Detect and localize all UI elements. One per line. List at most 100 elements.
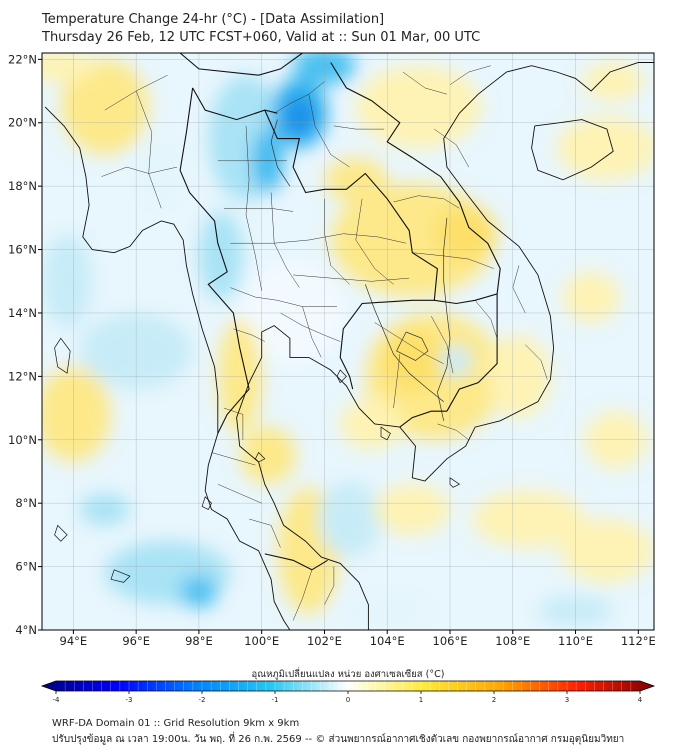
- lat-tick-label: 22°N: [8, 52, 37, 66]
- lon-tick-label: 110°E: [558, 634, 593, 648]
- province-boundary: [512, 265, 526, 314]
- province-boundary: [217, 483, 262, 504]
- country-border: [330, 62, 501, 305]
- province-boundary: [224, 208, 294, 212]
- field-patch: [581, 62, 645, 101]
- province-boundary: [245, 125, 262, 291]
- island-outline: [29, 392, 39, 421]
- map-frame: [41, 52, 655, 631]
- province-boundary: [437, 423, 469, 440]
- field-patch: [136, 132, 187, 209]
- coastline: [236, 62, 654, 630]
- lon-tick-label: 98°E: [185, 634, 213, 648]
- province-boundary: [324, 198, 350, 285]
- province-boundary: [249, 518, 281, 548]
- colorbar-ticks: -4 -3 -2 -1 0 1 2 3 4: [53, 681, 643, 704]
- footer-update-info: ปรับปรุงข้อมูล ณ เวลา 19:00น. วัน พฤ. ที…: [52, 734, 625, 745]
- lat-tick-label: 18°N: [8, 179, 37, 193]
- colorbar-tick-label: 1: [419, 696, 423, 704]
- field-patch: [198, 211, 243, 301]
- province-boundary: [525, 344, 548, 380]
- field-patch: [42, 233, 93, 329]
- country-border: [179, 53, 303, 76]
- island-outline: [54, 524, 68, 542]
- lat-tick-label: 6°N: [15, 560, 37, 574]
- coastline: [531, 119, 614, 181]
- country-border: [446, 293, 498, 412]
- lon-tick-label: 96°E: [122, 634, 150, 648]
- river-line: [437, 217, 451, 421]
- country-border: [192, 87, 278, 121]
- province-boundary: [393, 354, 401, 409]
- province-boundary: [324, 566, 335, 605]
- country-border: [264, 109, 438, 390]
- province-boundary: [333, 125, 385, 130]
- field-patch: [355, 65, 482, 149]
- field-patch: [239, 427, 297, 485]
- field-patch: [324, 157, 388, 203]
- province-boundary: [135, 90, 162, 209]
- field-patch: [283, 97, 316, 136]
- province-boundary: [101, 166, 178, 177]
- province-boundary: [434, 128, 470, 168]
- province-boundary: [274, 81, 325, 114]
- island-outline: [336, 369, 347, 384]
- field-patch: [562, 271, 620, 323]
- province-boundary: [374, 322, 444, 364]
- colorbar-tick-label: 2: [492, 696, 496, 704]
- lon-tick-label: 94°E: [60, 634, 88, 648]
- chart-subtitle: Thursday 26 Feb, 12 UTC FCST+060, Valid …: [42, 30, 481, 45]
- province-boundary: [474, 300, 498, 339]
- lat-tick-label: 14°N: [8, 306, 37, 320]
- colorbar: -4 -3 -2 -1 0 1 2 3 4: [40, 680, 656, 704]
- province-boundary: [280, 312, 341, 342]
- province-boundary: [412, 252, 494, 269]
- field-patch: [380, 328, 444, 393]
- field-patch: [559, 519, 654, 583]
- lon-tick-label: 102°E: [307, 634, 342, 648]
- province-boundary: [211, 452, 256, 466]
- lat-tick-label: 8°N: [15, 496, 37, 510]
- island-outline: [254, 451, 266, 463]
- lat-tick-label: 16°N: [8, 243, 37, 257]
- lat-tick-label: 12°N: [8, 369, 37, 383]
- island-outline: [201, 496, 212, 510]
- river-line: [396, 331, 429, 361]
- island-outline: [449, 477, 461, 488]
- field-patch: [471, 490, 585, 548]
- field-patch: [318, 480, 381, 558]
- country-border: [399, 410, 447, 428]
- province-boundary: [430, 315, 454, 374]
- river-line: [364, 284, 444, 402]
- province-boundary: [393, 195, 460, 209]
- province-boundary: [308, 94, 350, 168]
- province-boundary: [233, 328, 265, 342]
- province-boundary: [270, 192, 300, 288]
- map-geography: [29, 53, 654, 630]
- field-patch: [79, 493, 130, 526]
- island-outline: [54, 337, 71, 374]
- field-patch: [556, 116, 654, 180]
- province-boundary: [293, 274, 410, 282]
- colorbar-tick-label: -4: [53, 696, 61, 704]
- colorbar-tick-label: 4: [638, 696, 643, 704]
- lat-tick-label: 10°N: [8, 433, 37, 447]
- province-boundary: [230, 233, 407, 244]
- latitude-axis: 4°N 6°N 8°N 10°N 12°N 14°N 16°N 18°N 20°N 22°N: [8, 52, 42, 637]
- lon-tick-label: 112°E: [621, 634, 656, 648]
- lon-tick-label: 108°E: [495, 634, 530, 648]
- colorbar-tick-label: 3: [565, 696, 569, 704]
- lon-tick-label: 104°E: [370, 634, 405, 648]
- island-outline: [110, 569, 131, 583]
- field-patch: [374, 484, 450, 535]
- colorbar-tick-label: -2: [199, 696, 206, 704]
- province-boundary: [104, 74, 168, 111]
- province-boundary: [402, 71, 447, 95]
- coastline: [44, 106, 291, 630]
- province-boundary: [302, 306, 322, 358]
- colorbar-tick-label: -3: [126, 696, 133, 704]
- province-boundary: [230, 287, 337, 307]
- field-patch: [60, 59, 149, 155]
- lat-tick-label: 4°N: [15, 623, 37, 637]
